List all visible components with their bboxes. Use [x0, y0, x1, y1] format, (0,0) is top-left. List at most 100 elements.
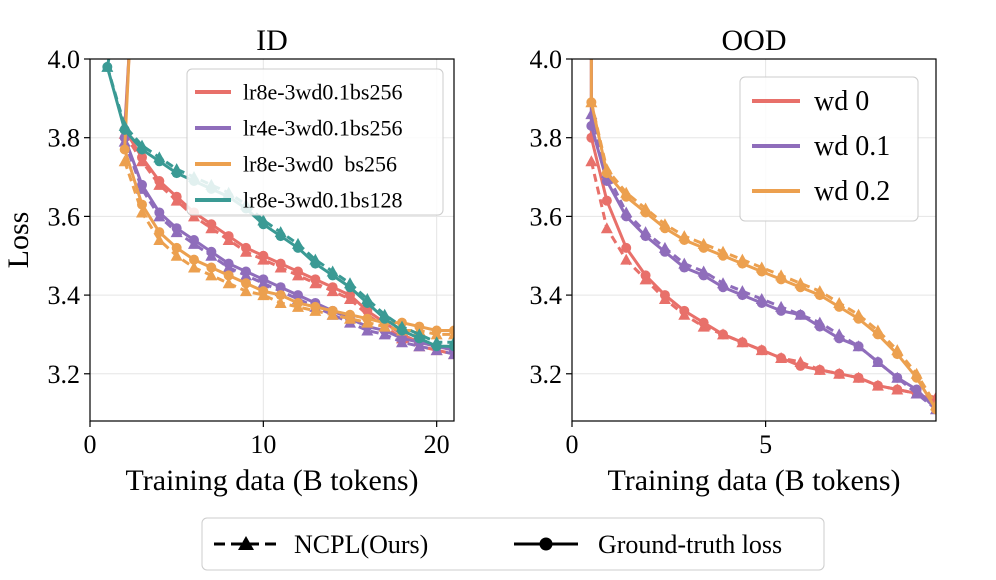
id-truth-point [154, 156, 165, 167]
ood-truth-point [698, 270, 709, 281]
id-truth-point [241, 278, 251, 289]
id-truth-point [241, 242, 251, 253]
id-truth-point [362, 297, 373, 308]
ood-truth-point [718, 282, 729, 293]
ood-truth-point [621, 242, 632, 253]
id-truth-point [189, 254, 199, 265]
ood-truth-point [640, 207, 651, 218]
ood-truth-point [776, 305, 787, 316]
id-pred-point [205, 269, 218, 281]
ood-ytick-label: 3.8 [530, 124, 563, 153]
id-truth-point [154, 227, 165, 238]
id-truth-point [293, 242, 303, 253]
id-truth-point [345, 309, 355, 320]
id-truth-point [293, 290, 303, 301]
ood-truth-point [718, 329, 729, 340]
id-truth-point [379, 313, 390, 324]
ood-pred-point [600, 222, 613, 234]
ood-truth-point [853, 341, 864, 352]
id-ytick-label: 3.8 [48, 124, 81, 153]
id-truth-point [345, 282, 355, 293]
ood-truth-point [698, 317, 709, 328]
id-pred-point [170, 249, 183, 261]
ood-panel: 0 5 3.2 3.4 3.6 3.8 4.0 OOD Training data (B t… [530, 24, 937, 497]
id-truth-point [275, 290, 286, 301]
ood-ytick-label: 3.2 [530, 360, 563, 389]
id-pred-point [188, 261, 200, 273]
id-truth-point [119, 144, 130, 155]
id-pred-point [136, 206, 148, 218]
ood-truth-point [892, 384, 903, 395]
id-truth-point [223, 270, 234, 281]
ood-legend-label: wd 0 [814, 86, 869, 117]
ood-legend-label: wd 0.1 [814, 131, 890, 162]
id-truth-point [310, 258, 321, 269]
ood-truth-point [679, 305, 690, 316]
id-truth-point [137, 199, 147, 210]
ood-ticks: 0 5 3.2 3.4 3.6 3.8 4.0 [530, 45, 773, 459]
id-truth-point [327, 270, 338, 281]
ood-truth-point [659, 223, 670, 234]
ood-truth-point [853, 372, 864, 383]
ood-truth-point [586, 97, 597, 108]
id-truth-point [206, 219, 217, 230]
id-xlabel: Training data (B tokens) [125, 464, 418, 497]
id-legend-label: lr8e-3wd0.1bs128 [243, 187, 402, 212]
id-truth-point [206, 246, 217, 257]
ood-truth-point [872, 356, 883, 367]
ood-truth-point [659, 290, 670, 301]
bottom-legend-frame [201, 517, 825, 571]
ood-truth-point [892, 372, 903, 383]
id-truth-point [362, 305, 373, 316]
ood-truth-point [795, 282, 806, 293]
id-truth-point [171, 168, 182, 179]
ood-truth-point [834, 333, 845, 344]
id-truth-point [310, 274, 321, 285]
ood-truth-point [931, 404, 936, 415]
id-truth-point [102, 61, 113, 72]
id-truth-point [241, 266, 251, 277]
ood-truth-point [795, 360, 806, 371]
ood-series-3 [585, 59, 936, 415]
id-ylabel: Loss [2, 212, 35, 269]
id-truth-point [137, 179, 147, 190]
ood-truth-point [814, 364, 825, 375]
ood-truth-point [718, 250, 729, 261]
pred-legend-marker [238, 536, 254, 550]
bottom-legend: NCPL(Ours) Ground-truth loss [201, 517, 825, 571]
id-truth-point [275, 282, 286, 293]
ood-truth-point [834, 368, 845, 379]
id-pred-point [222, 277, 235, 289]
ood-pred-point [620, 253, 633, 265]
id-legend-label: lr8e-3wd0.1bs256 [243, 79, 402, 104]
ood-truth-point [621, 211, 632, 222]
id-truth-point [171, 242, 182, 253]
ood-truth-point [679, 262, 690, 273]
id-truth-point [258, 286, 269, 297]
id-xtick-label: 20 [424, 430, 450, 459]
id-truth-point [275, 258, 286, 269]
id-truth-point [310, 301, 321, 312]
ood-truth-point [698, 242, 709, 253]
id-truth-point [362, 313, 373, 324]
ood-truth-point [659, 246, 670, 257]
ood-truth-point [795, 309, 806, 320]
id-ytick-label: 4.0 [48, 45, 81, 74]
id-truth-point [223, 231, 234, 242]
truth-legend-marker [539, 537, 553, 551]
id-truth-point [397, 333, 407, 344]
ood-truth-point [853, 313, 864, 324]
id-truth-point [431, 341, 442, 352]
id-title: ID [256, 24, 288, 57]
id-pred-point [153, 234, 166, 245]
id-truth-point [171, 191, 182, 202]
id-truth-point [327, 305, 338, 316]
ood-title: OOD [722, 24, 787, 57]
id-truth-point [258, 219, 269, 230]
id-truth-point [414, 333, 425, 344]
ood-truth-point [737, 290, 748, 301]
id-legend-frame [186, 68, 444, 216]
id-ytick-label: 3.2 [48, 360, 81, 389]
id-legend-label: lr8e-3wd0 bs256 [243, 151, 397, 176]
id-truth-point [223, 258, 234, 269]
